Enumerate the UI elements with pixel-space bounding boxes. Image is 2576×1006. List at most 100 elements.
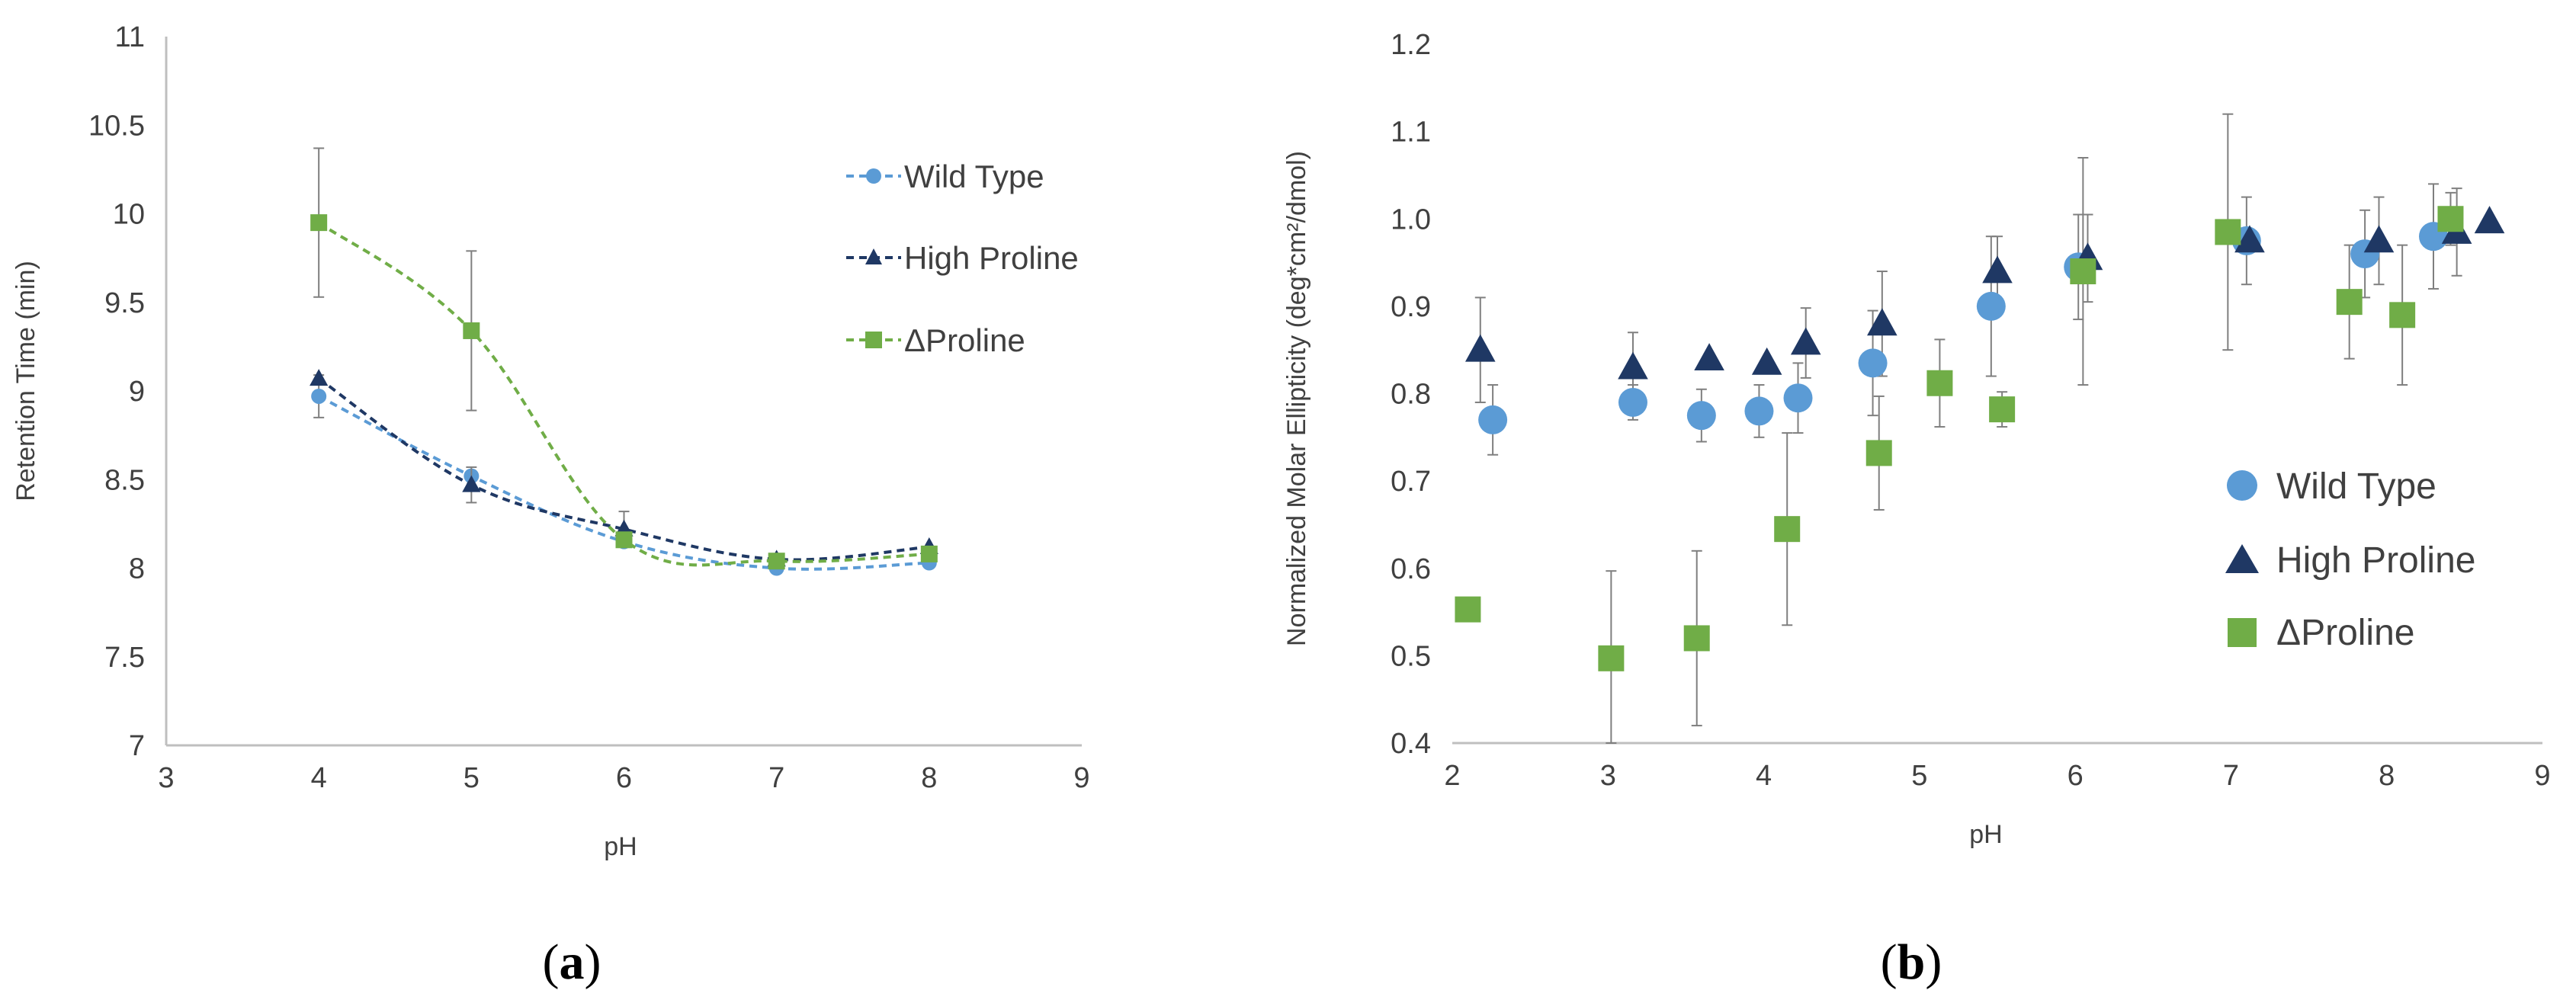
chart-b-x-tick-label: 7 [2223,760,2239,792]
chart-a-point-delta-proline [920,545,938,562]
chart-b-y-tick-label: 0.7 [1391,466,1431,498]
chart-b-point-high-proline [1790,327,1821,355]
chart-a-y-axis-label: Retention Time (min) [11,261,40,501]
chart-b-point-delta-proline [2437,206,2464,232]
chart-a-point-high-proline [310,369,329,386]
chart-a-series-line-delta-proline [318,221,929,567]
chart-b-x-axis-label: pH [1969,820,2002,849]
chart-b-point-wild-type [1686,401,1716,431]
chart-a-tick-labels: 3 4 5 6 7 8 9 7 7.5 8 8.5 9 9.5 10 10.5 11 [88,21,1090,794]
chart-b-point-high-proline [1464,334,1496,362]
chart-b-point-wild-type [1858,348,1888,378]
chart-a-legend-item-wild-type: Wild Type [846,159,1044,194]
chart-a-x-tick-label: 6 [616,762,632,794]
chart-a-point-delta-proline [615,531,633,549]
chart-a-legend-item-delta-proline: ΔProline [846,322,1025,358]
chart-b-point-high-proline [1867,308,1898,336]
chart-b-point-high-proline [1751,347,1782,375]
chart-b-y-tick-label: 0.4 [1391,728,1431,760]
chart-a-y-tick-label: 10.5 [88,110,145,142]
chart-b-point-high-proline [1694,343,1724,371]
chart-a-y-tick-label: 11 [115,21,145,53]
chart-b-tick-labels: 2 3 4 5 6 7 8 9 0.4 0.5 0.6 0.7 0.8 0.9 1.0 1.1 1.2 [1391,29,2550,792]
panel-label-b: (b) [1881,934,1942,990]
chart-b-legend: Wild Type High Proline ΔProline [2225,466,2475,653]
chart-b-x-tick-label: 3 [1600,760,1616,792]
chart-b-legend-item-delta-proline: ΔProline [2228,613,2414,653]
chart-a-legend-label-delta-proline: ΔProline [904,322,1025,358]
chart-b-legend-item-wild-type: Wild Type [2227,466,2436,507]
chart-a-x-tick-label: 9 [1073,762,1089,794]
chart-b-point-high-proline [2363,225,2395,253]
chart-b-x-tick-label: 9 [2534,760,2550,792]
legend-square-marker [2228,618,2257,647]
chart-a-y-tick-label: 10 [113,199,145,231]
chart-b-point-wild-type [1976,291,2006,321]
chart-b-y-axis-label: Normalized Molar Ellipticity (deg*cm²/dm… [1282,151,1311,646]
chart-b: 2 3 4 5 6 7 8 9 0.4 0.5 0.6 0.7 0.8 0.9 1.0 1.1 1.2 Norm… [1282,29,2551,849]
chart-b-point-high-proline [2474,206,2505,234]
chart-b-y-tick-label: 0.9 [1391,291,1431,323]
legend-circle-marker [866,168,881,184]
chart-a-x-axis-label: pH [604,832,637,861]
chart-b-series [1455,113,2505,744]
chart-a-series [310,147,938,576]
chart-b-x-tick-label: 2 [1444,760,1460,792]
chart-b-point-delta-proline [2215,219,2241,245]
legend-circle-marker [2227,470,2257,501]
chart-a-legend-item-high-proline: High Proline [846,240,1079,276]
chart-a-y-tick-label: 8 [129,553,145,585]
chart-b-point-wild-type [1783,383,1813,413]
chart-b-x-tick-label: 4 [1756,760,1772,792]
legend-triangle-marker [2225,544,2259,573]
chart-a-x-tick-label: 7 [768,762,784,794]
chart-b-point-high-proline [1982,255,2013,284]
chart-b-y-tick-label: 1.1 [1391,117,1431,149]
chart-b-point-delta-proline [1865,440,1892,466]
chart-b-point-delta-proline [1683,625,1710,652]
chart-a-legend: Wild Type High Proline ΔProline [846,159,1079,358]
chart-b-legend-label-delta-proline: ΔProline [2276,613,2414,653]
chart-a-point-delta-proline [463,322,480,339]
chart-a-y-tick-label: 8.5 [104,464,145,496]
chart-b-y-tick-label: 0.6 [1391,553,1431,585]
chart-a-y-tick-label: 9 [129,376,145,408]
chart-b-point-delta-proline [1455,596,1481,623]
chart-a: 3 4 5 6 7 8 9 7 7.5 8 8.5 9 9.5 10 10.5 11 Retention Ti… [11,21,1090,861]
chart-b-y-tick-label: 0.8 [1391,379,1431,411]
chart-a-axes [165,37,1082,747]
legend-triangle-marker [865,248,882,264]
chart-b-point-high-proline [2234,225,2265,253]
chart-b-point-delta-proline [1989,396,2016,423]
chart-b-point-delta-proline [1774,516,1801,543]
chart-a-y-tick-label: 9.5 [104,287,145,319]
chart-b-x-tick-label: 8 [2379,760,2395,792]
chart-a-y-tick-label: 7.5 [104,642,145,674]
chart-a-point-delta-proline [768,553,785,570]
chart-a-x-tick-label: 5 [464,762,480,794]
chart-b-legend-label-high-proline: High Proline [2276,540,2475,581]
chart-a-point-delta-proline [310,214,328,232]
chart-b-point-delta-proline [1926,370,1953,396]
chart-a-x-tick-label: 8 [921,762,937,794]
chart-b-point-high-proline [1618,351,1648,380]
chart-b-x-tick-label: 5 [1911,760,1927,792]
legend-square-marker [865,332,882,348]
chart-b-legend-item-high-proline: High Proline [2225,540,2475,581]
chart-b-point-wild-type [1478,405,1508,434]
chart-a-legend-label-wild-type: Wild Type [904,159,1044,194]
chart-b-legend-label-wild-type: Wild Type [2276,466,2436,507]
chart-b-point-delta-proline [2336,289,2363,316]
chart-a-point-high-proline [462,475,481,492]
chart-b-point-wild-type [1744,396,1774,426]
chart-a-legend-label-high-proline: High Proline [904,240,1079,276]
chart-a-x-tick-label: 3 [158,762,174,794]
chart-b-point-delta-proline [2389,302,2416,328]
panel-label-a: (a) [543,934,601,990]
chart-b-y-tick-label: 1.2 [1391,29,1431,61]
chart-b-y-tick-label: 1.0 [1391,203,1431,235]
chart-b-point-delta-proline [1598,645,1625,671]
chart-b-y-tick-label: 0.5 [1391,640,1431,672]
chart-a-point-wild-type [311,388,327,404]
